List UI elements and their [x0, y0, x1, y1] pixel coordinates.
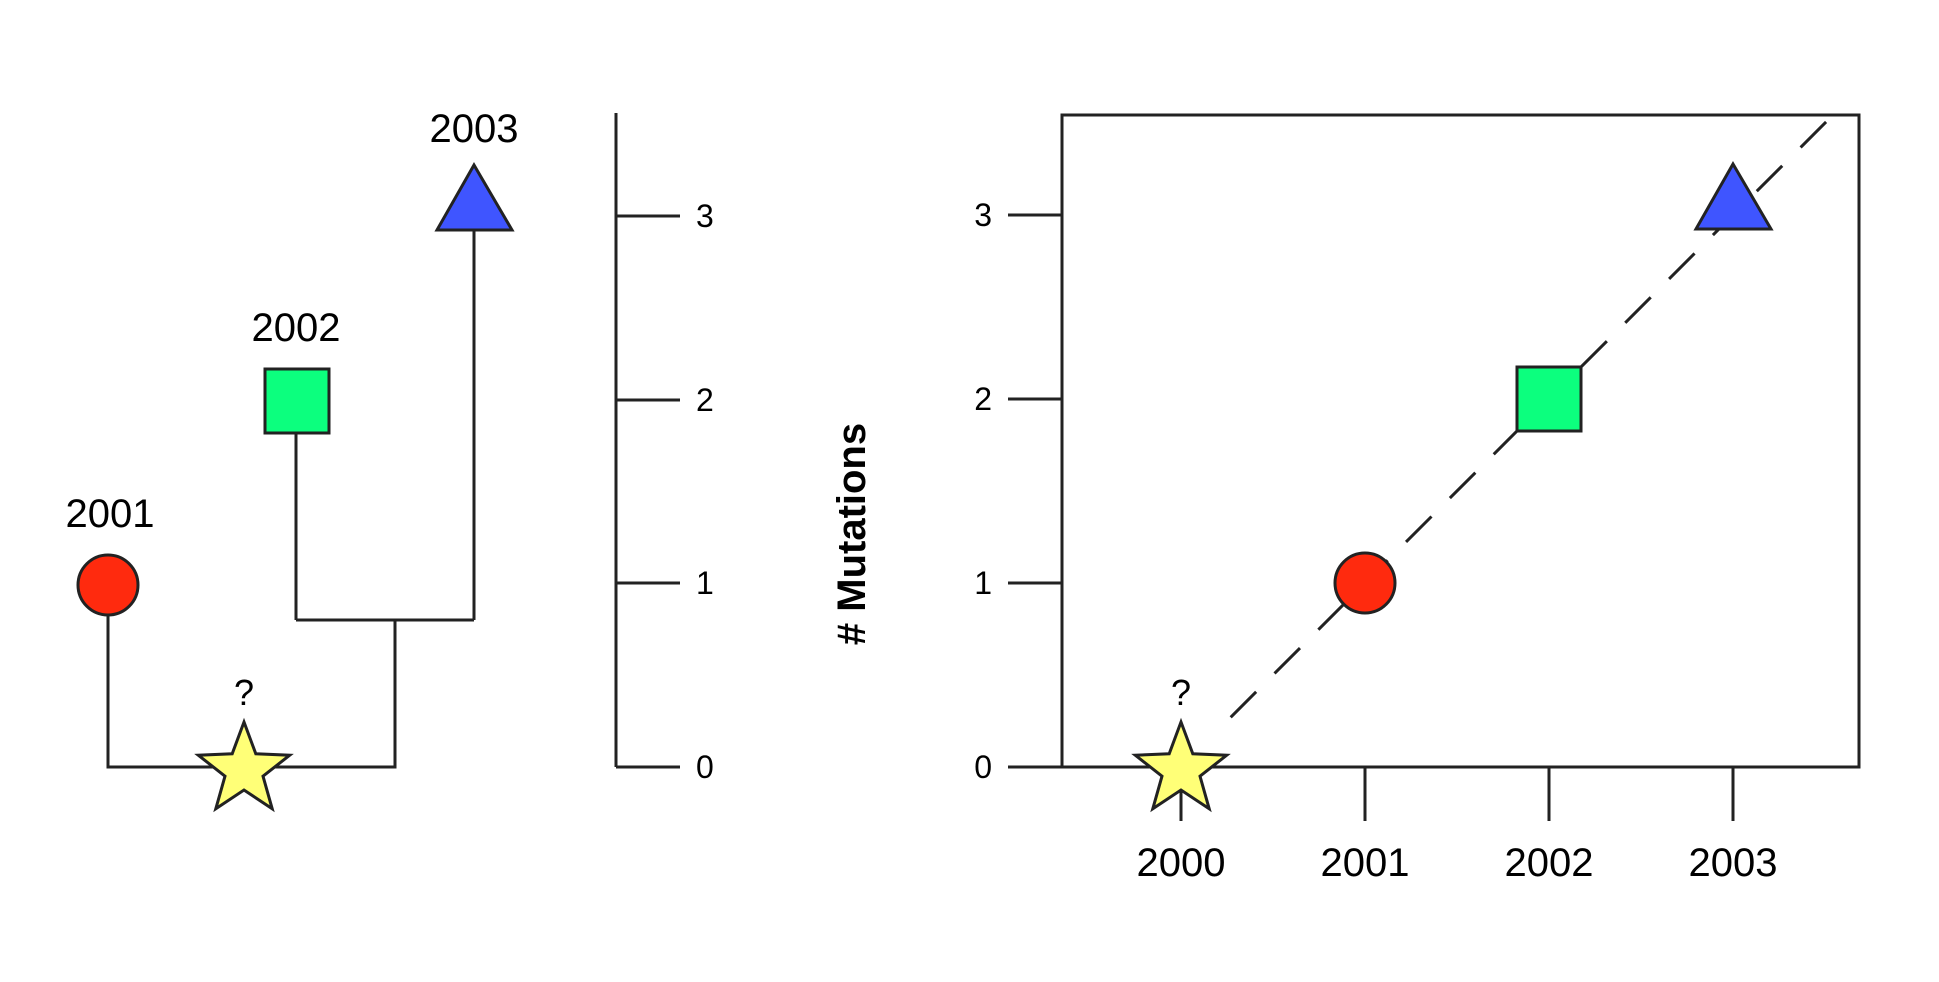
square-icon	[263, 367, 331, 435]
scale-tick-label-1: 1	[696, 565, 714, 601]
y-tick-label-0: 0	[974, 749, 992, 785]
circle-icon	[76, 553, 140, 617]
triangle-icon	[434, 161, 515, 232]
x-tick-label-2003: 2003	[1689, 841, 1778, 885]
y-tick-label-3: 3	[974, 197, 992, 233]
y-axis-title: # Mutations	[830, 423, 874, 645]
root-question-label: ?	[234, 672, 254, 713]
star-icon	[1131, 717, 1231, 813]
x-axis-ticks: 2000 2001 2002 2003	[1137, 767, 1778, 885]
phylogenetic-tree: 2001 2002 2003 ?	[66, 107, 519, 813]
y-axis-ticks: 0 1 2 3	[974, 197, 1062, 785]
mutations-scatter-chart: # Mutations 0 1 2 3 2000 2001 2002 2003 ?	[830, 113, 1861, 885]
plot-frame	[1060, 113, 1861, 769]
data-points: ?	[1131, 160, 1774, 813]
square-icon	[1515, 365, 1583, 433]
y-tick-label-2: 2	[974, 381, 992, 417]
tip-label-2001: 2001	[66, 492, 155, 536]
tip-label-2003: 2003	[430, 107, 519, 151]
triangle-icon	[1693, 160, 1774, 231]
circle-icon	[1333, 551, 1397, 615]
tip-label-2002: 2002	[252, 306, 341, 350]
scale-tick-label-0: 0	[696, 749, 714, 785]
scale-tick-label-3: 3	[696, 198, 714, 234]
mutation-scale-bar: 0 1 2 3	[614, 113, 714, 785]
point-question-label: ?	[1171, 672, 1191, 713]
x-tick-label-2001: 2001	[1321, 841, 1410, 885]
x-tick-label-2002: 2002	[1505, 841, 1594, 885]
x-tick-label-2000: 2000	[1137, 841, 1226, 885]
star-icon	[194, 717, 294, 813]
scale-tick-label-2: 2	[696, 382, 714, 418]
y-tick-label-1: 1	[974, 565, 992, 601]
